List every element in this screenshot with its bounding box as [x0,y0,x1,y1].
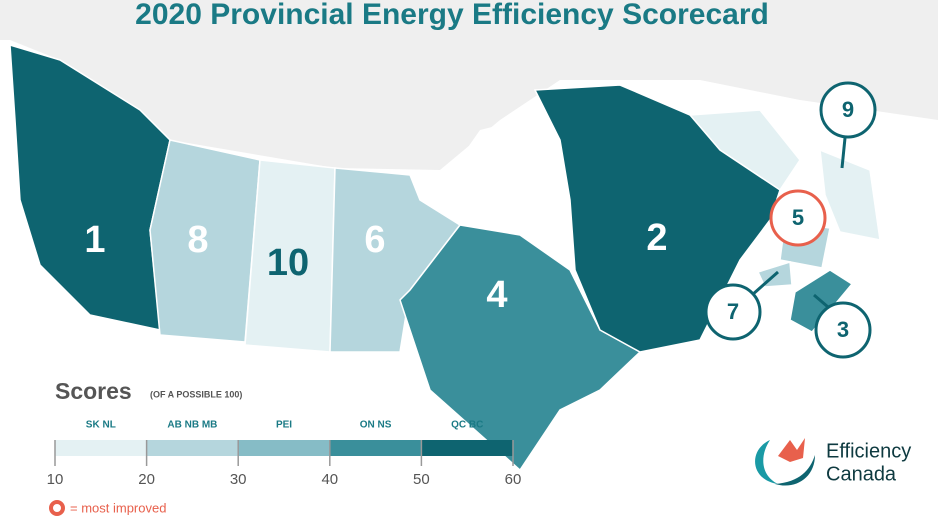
logo: Efficiency Canada [755,438,911,486]
title: 2020 Provincial Energy Efficiency Scorec… [135,0,769,31]
legend-tick-label: 30 [230,471,247,488]
hudson-bay [445,120,530,230]
logo-text: Efficiency [826,440,911,462]
callout-line [751,270,779,297]
rank: 7 [727,299,739,324]
legend-tick-label: 20 [138,471,155,488]
callout-circle [769,189,827,247]
territories [0,0,938,170]
legend-bin-label: ON NS [360,420,392,431]
legend-swatch [146,440,239,456]
callout-circle [819,81,877,139]
legend-subtitle: (OF A POSSIBLE 100) [150,389,242,399]
legend-tick-label: 50 [413,471,430,488]
legend-note: = most improved [70,500,166,515]
rank: 8 [187,219,208,261]
legend-tick-label: 60 [505,471,522,488]
rank: 10 [267,242,309,284]
rank: 6 [364,219,385,261]
legend-bin-label: QC BC [451,420,483,431]
legend-tick-label: 10 [47,471,64,488]
rank: 1 [84,219,105,261]
logo-text: Canada [826,463,897,485]
logo-swirl [755,440,778,484]
legend-swatch [421,440,513,456]
ab [149,139,261,343]
rank: 2 [646,217,667,259]
legend-swatch [55,440,147,456]
improved-icon [49,500,65,516]
rank: 5 [792,205,804,230]
legend-title: Scores [55,378,132,404]
callout-circle [814,301,872,359]
callouts [704,81,877,359]
legend: SK NL AB NB MB PEI ON NS QC BC 10 20 30 40 50 60 [47,420,522,488]
callout-line [840,137,847,169]
nl-island [819,148,881,241]
legend-swatch [238,440,330,456]
legend-tick-label: 40 [321,471,338,488]
callout-circle [704,283,762,341]
callout-line [813,293,829,309]
legend-bin-label: PEI [276,420,292,431]
legend-bin-label: AB NB MB [167,420,217,431]
on [399,224,642,472]
logo-swirl [775,455,815,486]
logo-leaf [778,438,805,462]
rank: 4 [486,274,507,316]
rank: 9 [842,97,854,122]
rank: 3 [837,317,849,342]
legend-bin-label: SK NL [86,420,116,431]
provinces [9,43,881,472]
nl-labrador [688,109,801,192]
legend-swatch [329,440,422,456]
